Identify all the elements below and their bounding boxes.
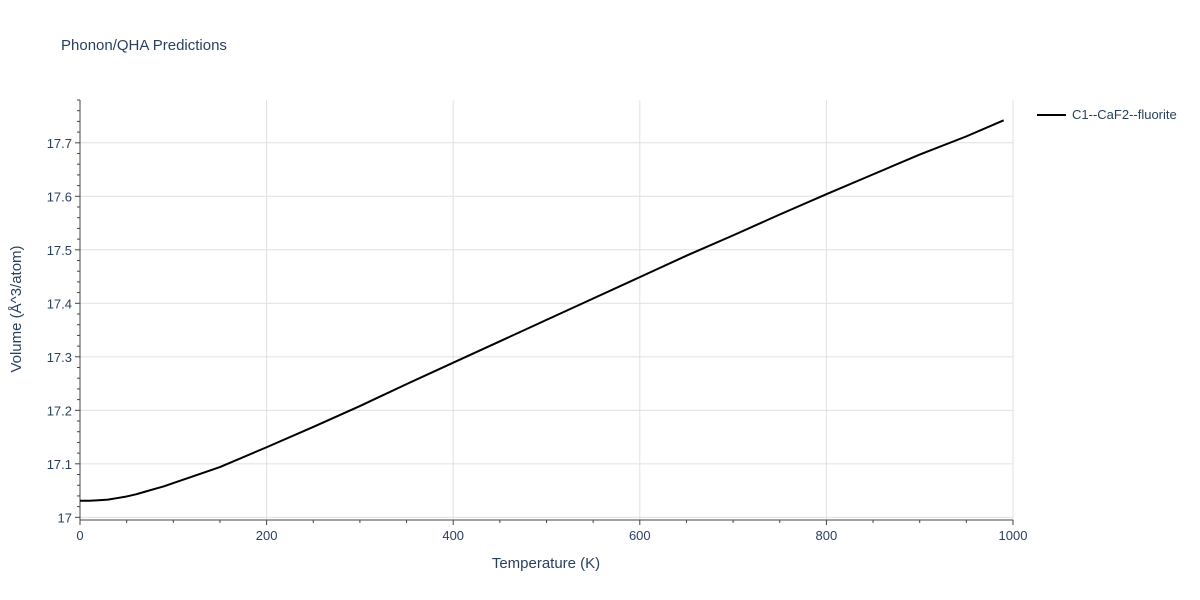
y-tick-label: 17.4 — [47, 296, 72, 311]
legend[interactable]: C1--CaF2--fluorite — [1037, 107, 1177, 122]
y-axis-title: Volume (Å^3/atom) — [8, 245, 25, 372]
grid — [80, 100, 1014, 520]
x-axis-title: Temperature (K) — [492, 555, 600, 572]
series-line — [80, 119, 1005, 502]
x-tick-label: 1000 — [999, 528, 1028, 543]
y-tick-label: 17.6 — [47, 189, 72, 204]
series-lines — [80, 119, 1005, 502]
axes: 0 200 400 600 800 1000 17 17.1 17.2 17.3 17.4 17.5 1… — [47, 99, 1028, 543]
x-tick-label: 0 — [76, 528, 83, 543]
x-tick-label: 400 — [442, 528, 464, 543]
y-tick-label: 17.7 — [47, 136, 72, 151]
x-tick-label: 800 — [816, 528, 838, 543]
y-tick-label: 17 — [58, 510, 72, 525]
x-tick-label: 600 — [629, 528, 651, 543]
chart-title: Phonon/QHA Predictions — [61, 37, 227, 54]
y-tick-label: 17.2 — [47, 403, 72, 418]
y-tick-label: 17.5 — [47, 243, 72, 258]
x-tick-label: 200 — [256, 528, 278, 543]
legend-item-label: C1--CaF2--fluorite — [1072, 107, 1177, 122]
y-tick-label: 17.3 — [47, 350, 72, 365]
y-tick-label: 17.1 — [47, 457, 72, 472]
